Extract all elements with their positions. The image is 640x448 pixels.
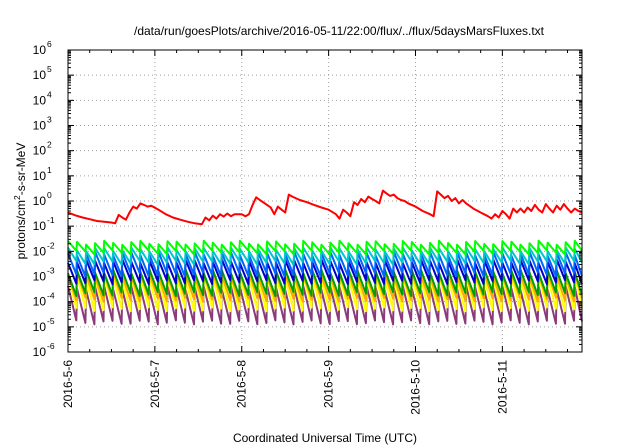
series-line <box>67 246 583 266</box>
y-tick-exponent: -6 <box>47 341 55 351</box>
series-line <box>67 258 583 286</box>
y-tick-exponent: -3 <box>47 266 55 276</box>
y-tick-exponent: -2 <box>47 240 55 250</box>
y-tick-exponent: 2 <box>47 140 52 150</box>
y-tick-label: 10 <box>33 219 47 233</box>
series-line <box>67 268 583 298</box>
y-tick-label: 10 <box>33 68 47 82</box>
series-line <box>67 250 583 278</box>
y-tick-exponent: 3 <box>47 115 52 125</box>
series-line <box>67 271 583 303</box>
x-tick-label: 2016-5-9 <box>322 360 336 408</box>
y-tick-label: 10 <box>33 295 47 309</box>
y-axis-label: protons/cm2-s-sr-MeV <box>12 143 28 260</box>
y-tick-exponent: 4 <box>47 89 52 99</box>
x-tick-label: 2016-5-6 <box>61 360 75 408</box>
x-tick-label: 2016-5-8 <box>235 360 249 408</box>
y-tick-label: 10 <box>33 270 47 284</box>
y-tick-label: 10 <box>33 194 47 208</box>
y-tick-exponent: -4 <box>47 291 55 301</box>
x-tick-label: 2016-5-10 <box>408 360 422 415</box>
x-tick-label: 2016-5-11 <box>495 360 509 414</box>
y-tick-label: 10 <box>33 93 47 107</box>
x-tick-label: 2016-5-7 <box>148 360 162 408</box>
series-line <box>67 285 583 326</box>
chart-title: /data/run/goesPlots/archive/2016-05-11/2… <box>134 24 545 38</box>
y-tick-label: 10 <box>33 169 47 183</box>
y-tick-exponent: -5 <box>47 316 55 326</box>
data-series <box>67 189 583 326</box>
series-line <box>67 189 583 226</box>
series-line <box>67 239 583 256</box>
y-tick-exponent: -1 <box>47 215 55 225</box>
y-tick-exponent: 1 <box>47 165 52 175</box>
y-tick-label: 10 <box>33 320 47 334</box>
y-tick-label: 10 <box>33 119 47 133</box>
y-tick-label: 10 <box>33 144 47 158</box>
x-axis-label: Coordinated Universal Time (UTC) <box>233 431 417 445</box>
y-tick-label: 10 <box>33 244 47 258</box>
series-line <box>67 274 583 313</box>
y-tick-label: 10 <box>33 345 47 359</box>
y-tick-exponent: 5 <box>47 64 52 74</box>
y-tick-label: 10 <box>33 43 47 57</box>
y-tick-exponent: 0 <box>47 190 52 200</box>
y-tick-exponent: 6 <box>47 39 52 49</box>
